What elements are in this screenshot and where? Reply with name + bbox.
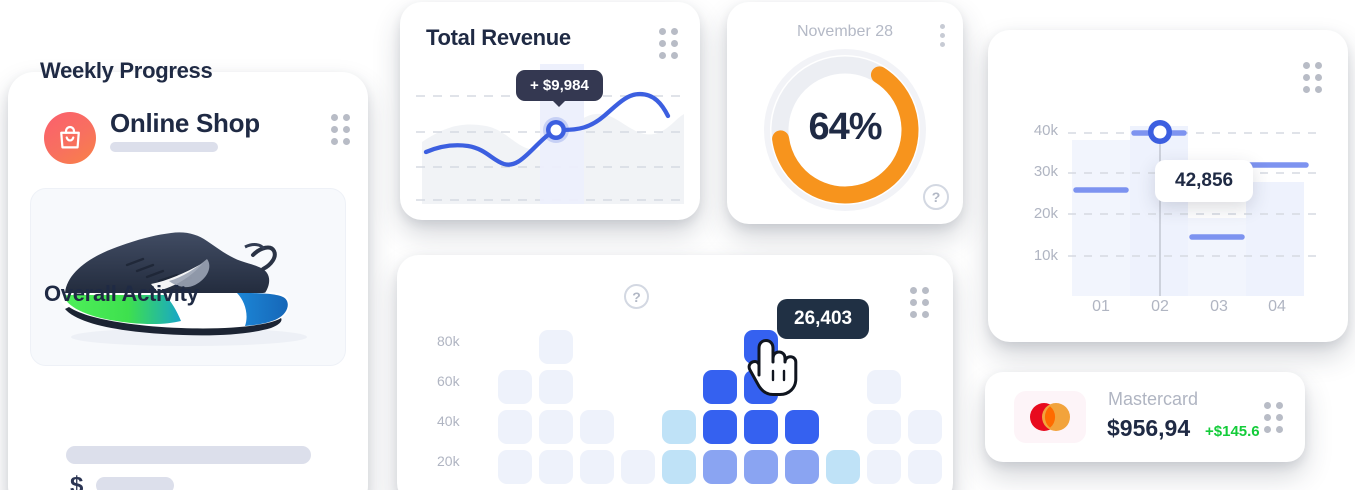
weekly-ytick-30k: 30k — [1033, 163, 1058, 180]
column-bands — [1072, 126, 1304, 296]
online-shop-card[interactable]: Online Shop — [8, 72, 368, 490]
heatmap-cell[interactable] — [662, 450, 696, 484]
help-icon[interactable]: ? — [624, 284, 649, 309]
heatmap-cell[interactable] — [498, 450, 532, 484]
weekly-ytick-40k: 40k — [1033, 122, 1058, 139]
heatmap-cell[interactable] — [744, 450, 778, 484]
donut-chart — [764, 49, 926, 211]
heatmap-cell[interactable] — [744, 410, 778, 444]
heatmap-cell[interactable] — [580, 410, 614, 444]
heatmap-cell[interactable] — [908, 410, 942, 444]
weekly-ytick-20k: 20k — [1033, 205, 1058, 222]
weekly-xtick-01: 01 — [1092, 298, 1110, 315]
mastercard-delta: +$145.6 — [1205, 423, 1260, 440]
heatmap-cell[interactable] — [539, 330, 573, 364]
heatmap-cell[interactable] — [621, 450, 655, 484]
drag-handle-icon[interactable] — [1264, 402, 1283, 433]
heatmap-cell[interactable] — [539, 370, 573, 404]
donut-percent-label: 64% — [808, 106, 882, 148]
heatmap-cell[interactable] — [867, 410, 901, 444]
drag-handle-icon[interactable] — [1303, 62, 1322, 93]
activity-tooltip: 26,403 — [777, 299, 870, 339]
total-revenue-title: Total Revenue — [426, 25, 571, 50]
progress-donut-card[interactable]: November 28 64% ? — [727, 2, 963, 224]
heatmap-cell[interactable] — [580, 450, 614, 484]
shop-subtitle-placeholder — [110, 142, 218, 152]
drag-handle-icon[interactable] — [659, 28, 678, 59]
heatmap-cell[interactable] — [908, 450, 942, 484]
donut-date-label: November 28 — [796, 23, 894, 40]
gridlines — [1068, 132, 1318, 257]
heatmap-cell[interactable] — [498, 410, 532, 444]
weekly-xtick-04: 04 — [1268, 298, 1286, 315]
heatmap-cell[interactable] — [867, 370, 901, 404]
heatmap-cell[interactable] — [826, 450, 860, 484]
heatmap-cell[interactable] — [744, 370, 778, 404]
activity-ytick-60k: 60k — [437, 373, 460, 389]
heatmap-cell[interactable] — [662, 410, 696, 444]
product-title-placeholder — [66, 446, 311, 464]
weekly-progress-title: Weekly Progress — [40, 58, 213, 83]
mastercard-name: Mastercard — [1108, 389, 1199, 409]
revenue-line-chart — [416, 64, 684, 204]
heatmap-cell[interactable] — [785, 450, 819, 484]
total-revenue-card[interactable]: Total Revenue — [400, 2, 700, 220]
weekly-step-chart — [1068, 120, 1318, 296]
activity-ytick-80k: 80k — [437, 333, 460, 349]
kebab-menu-icon[interactable] — [940, 24, 945, 47]
help-icon[interactable]: ? — [923, 184, 949, 210]
heatmap-cell[interactable] — [867, 450, 901, 484]
nike-running-shoe-image — [60, 232, 307, 346]
revenue-tooltip: + $9,984 — [516, 70, 603, 101]
heatmap-cell[interactable] — [785, 410, 819, 444]
heatmap-cell[interactable] — [703, 450, 737, 484]
drag-handle-icon[interactable] — [331, 114, 350, 145]
activity-ytick-40k: 40k — [437, 413, 460, 429]
product-image-frame — [30, 188, 346, 366]
donut-progress-arc — [771, 56, 919, 204]
heatmap-cell[interactable] — [703, 410, 737, 444]
heatmap-cell[interactable] — [539, 410, 573, 444]
mastercard-amount: $956,94 — [1107, 415, 1191, 441]
price-placeholder — [96, 477, 174, 490]
heatmap-cell[interactable] — [498, 370, 532, 404]
overall-activity-title: Overall Activity — [44, 281, 199, 306]
mastercard-logo — [1014, 391, 1086, 443]
activity-ytick-20k: 20k — [437, 453, 460, 469]
online-shop-title: Online Shop — [110, 108, 260, 138]
shopping-bag-icon — [44, 112, 96, 164]
currency-symbol: $ — [70, 472, 84, 490]
heatmap-cell[interactable] — [703, 370, 737, 404]
weekly-ytick-10k: 10k — [1033, 247, 1058, 264]
weekly-xtick-03: 03 — [1210, 298, 1228, 315]
drag-handle-icon[interactable] — [910, 287, 929, 318]
weekly-tooltip: 42,856 — [1155, 160, 1254, 202]
weekly-xtick-02: 02 — [1151, 298, 1169, 315]
heatmap-cell-selected[interactable] — [744, 330, 778, 364]
heatmap-cell[interactable] — [539, 450, 573, 484]
